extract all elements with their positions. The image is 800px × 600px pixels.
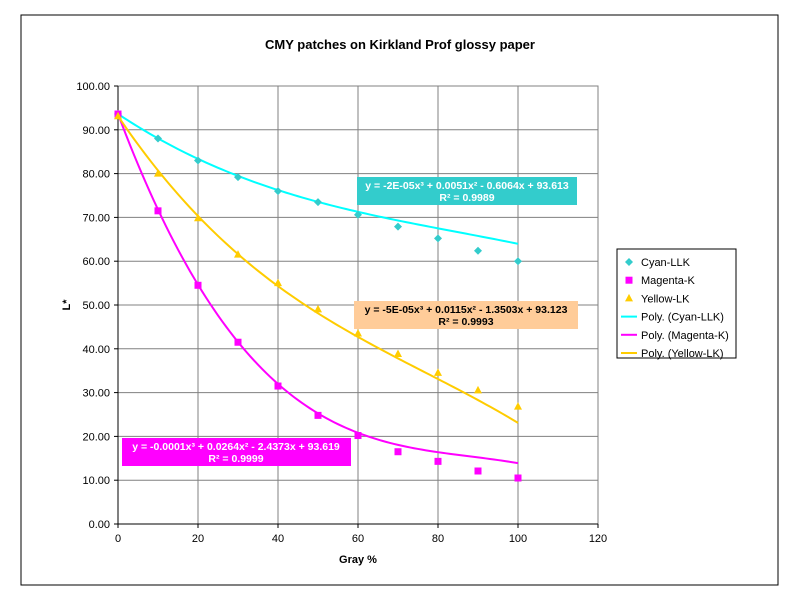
legend-label-poly-yellow-lk: Poly. (Yellow-LK) bbox=[641, 348, 724, 360]
y-tick-label: 40.00 bbox=[82, 344, 110, 356]
point-magenta-k bbox=[394, 448, 402, 456]
point-magenta-k bbox=[514, 474, 522, 482]
equation-label-magenta: y = -0.0001x³ + 0.0264x² - 2.4373x + 93.… bbox=[122, 438, 351, 466]
trendline-poly-yellow-lk bbox=[117, 115, 519, 424]
equation-magenta-line1: y = -0.0001x³ + 0.0264x² - 2.4373x + 93.… bbox=[132, 441, 340, 453]
point-magenta-k bbox=[354, 432, 362, 440]
legend-marker-yellow-lk bbox=[625, 293, 633, 302]
chart-title: CMY patches on Kirkland Prof glossy pape… bbox=[265, 37, 535, 52]
point-magenta-k bbox=[474, 467, 482, 475]
equation-label-yellow: y = -5E-05x³ + 0.0115x² - 1.3503x + 93.1… bbox=[354, 301, 578, 329]
x-tick-label: 40 bbox=[272, 533, 284, 545]
point-magenta-k bbox=[194, 281, 202, 289]
point-cyan-llk bbox=[274, 187, 282, 196]
x-tick-label: 100 bbox=[509, 533, 527, 545]
x-axis-label: Gray % bbox=[339, 554, 377, 566]
point-cyan-llk bbox=[514, 257, 522, 266]
data-points bbox=[114, 110, 522, 482]
equation-yellow-line2: R² = 0.9993 bbox=[438, 316, 493, 328]
equation-label-yellow-box bbox=[354, 301, 578, 329]
y-axis-ticks: 0.00 10.00 20.00 30.00 40.00 50.00 60.00 70.00 8… bbox=[76, 81, 119, 531]
point-yellow-lk bbox=[154, 169, 162, 177]
point-cyan-llk bbox=[154, 134, 162, 143]
y-tick-label: 10.00 bbox=[82, 475, 110, 487]
legend: Cyan-LLK Magenta-K Yellow-LK Poly. (Cyan-LL… bbox=[616, 248, 737, 360]
legend-label-cyan-llk: Cyan-LLK bbox=[641, 257, 691, 269]
point-cyan-llk bbox=[394, 222, 402, 231]
y-tick-label: 100.00 bbox=[76, 81, 110, 93]
point-cyan-llk bbox=[474, 246, 482, 255]
point-cyan-llk bbox=[434, 234, 442, 243]
x-tick-label: 20 bbox=[192, 533, 204, 545]
equation-cyan-line1: y = -2E-05x³ + 0.0051x² - 0.6064x + 93.6… bbox=[365, 180, 569, 192]
y-tick-label: 70.00 bbox=[82, 212, 110, 224]
y-tick-label: 0.00 bbox=[89, 519, 110, 531]
equation-label-magenta-box bbox=[122, 438, 351, 466]
legend-label-poly-magenta-k: Poly. (Magenta-K) bbox=[641, 330, 729, 342]
point-cyan-llk bbox=[194, 156, 202, 165]
y-tick-label: 30.00 bbox=[82, 388, 110, 400]
equation-cyan-line2: R² = 0.9989 bbox=[439, 192, 494, 204]
y-tick-label: 80.00 bbox=[82, 169, 110, 181]
legend-label-yellow-lk: Yellow-LK bbox=[641, 293, 690, 305]
legend-box bbox=[616, 248, 737, 359]
x-tick-label: 0 bbox=[115, 533, 121, 545]
y-tick-label: 20.00 bbox=[82, 431, 110, 443]
y-axis-label: L* bbox=[61, 299, 73, 311]
x-tick-label: 80 bbox=[432, 533, 444, 545]
point-magenta-k bbox=[274, 382, 282, 390]
point-magenta-k bbox=[434, 457, 442, 465]
point-cyan-llk bbox=[314, 198, 322, 207]
legend-label-magenta-k: Magenta-K bbox=[641, 275, 695, 287]
y-tick-label: 50.00 bbox=[82, 300, 110, 312]
point-yellow-lk bbox=[314, 304, 322, 313]
y-tick-label: 90.00 bbox=[82, 125, 110, 137]
point-magenta-k bbox=[154, 207, 162, 215]
point-yellow-lk bbox=[274, 278, 282, 287]
point-yellow-lk bbox=[474, 385, 482, 394]
point-yellow-lk bbox=[394, 349, 402, 358]
legend-marker-cyan-llk bbox=[625, 258, 633, 266]
point-yellow-lk bbox=[514, 402, 522, 410]
point-magenta-k bbox=[234, 338, 242, 346]
x-axis-ticks: 0 20 40 60 80 100 120 bbox=[115, 523, 607, 545]
legend-items: Cyan-LLK Magenta-K Yellow-LK Poly. (Cyan-LL… bbox=[621, 257, 729, 360]
y-tick-label: 60.00 bbox=[82, 256, 110, 268]
point-yellow-lk bbox=[354, 328, 362, 337]
point-yellow-lk bbox=[114, 111, 122, 120]
point-yellow-lk bbox=[234, 250, 242, 258]
legend-label-poly-cyan-llk: Poly. (Cyan-LLK) bbox=[641, 312, 724, 324]
equation-label-cyan-box bbox=[357, 177, 577, 205]
equation-yellow-line1: y = -5E-05x³ + 0.0115x² - 1.3503x + 93.1… bbox=[365, 304, 568, 316]
point-yellow-lk bbox=[434, 368, 442, 376]
point-cyan-llk bbox=[234, 173, 242, 182]
point-yellow-lk bbox=[194, 213, 202, 222]
equation-label-cyan: y = -2E-05x³ + 0.0051x² - 0.6064x + 93.6… bbox=[357, 177, 577, 205]
x-tick-label: 120 bbox=[589, 533, 607, 545]
point-cyan-llk bbox=[354, 210, 362, 219]
equation-magenta-line2: R² = 0.9999 bbox=[208, 453, 263, 465]
x-tick-label: 60 bbox=[352, 533, 364, 545]
legend-marker-magenta-k bbox=[625, 276, 633, 284]
point-magenta-k bbox=[314, 411, 322, 419]
